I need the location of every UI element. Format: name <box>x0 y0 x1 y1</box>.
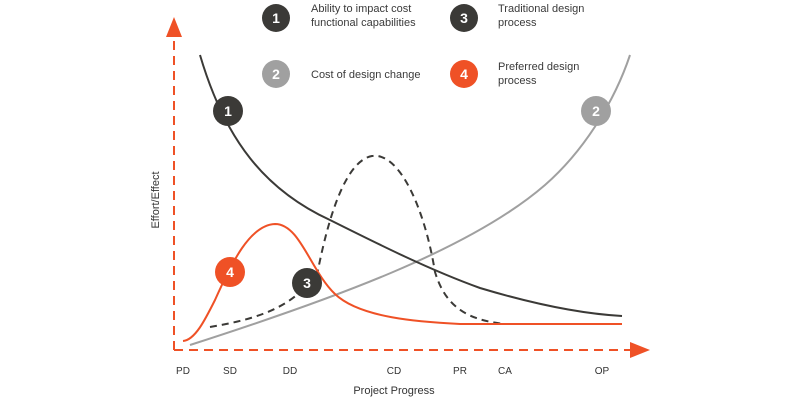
x-tick-dd: DD <box>283 366 297 377</box>
x-tick-cd: CD <box>387 366 401 377</box>
legend-item-3: 3 Traditional design process <box>450 3 584 32</box>
curve-badge-3: 3 <box>292 268 322 298</box>
legend-item-1: 1 Ability to impact cost functional capa… <box>262 3 416 32</box>
curve-4-preferred-design-process <box>182 222 622 342</box>
legend-label-line1: Preferred design <box>498 61 579 73</box>
axes <box>166 17 650 358</box>
badge-circle <box>581 96 611 126</box>
x-axis-arrow-icon <box>630 342 650 358</box>
legend-label-line2: functional capabilities <box>311 17 416 29</box>
legend-badge-2 <box>262 60 290 88</box>
legend: 1 Ability to impact cost functional capa… <box>262 3 584 88</box>
legend-badge-3 <box>450 4 478 32</box>
legend-badge-number: 2 <box>272 66 280 82</box>
x-tick-ca: CA <box>498 366 512 377</box>
x-tick-labels: PD SD DD CD PR CA OP <box>176 366 610 377</box>
legend-item-2: 2 Cost of design change <box>262 60 420 88</box>
curves <box>182 54 631 346</box>
badge-circle <box>215 257 245 287</box>
badge-circle <box>292 268 322 298</box>
curve-1-ability-to-impact-cost <box>199 54 623 317</box>
legend-item-4: 4 Preferred design process <box>450 60 579 88</box>
x-tick-pd: PD <box>176 366 190 377</box>
y-axis-arrow-icon <box>166 17 182 37</box>
legend-label-line2: process <box>498 75 537 87</box>
curve-badge-2: 2 <box>581 96 611 126</box>
legend-badge-1 <box>262 4 290 32</box>
legend-badge-number: 1 <box>272 10 280 26</box>
badge-number: 2 <box>592 103 600 119</box>
badge-number: 3 <box>303 275 311 291</box>
badge-circle <box>213 96 243 126</box>
x-tick-op: OP <box>595 366 610 377</box>
legend-badge-number: 4 <box>460 66 468 82</box>
legend-label-line1: Traditional design <box>498 3 584 15</box>
curve-badges: 1 2 3 4 <box>213 96 611 298</box>
x-tick-sd: SD <box>223 366 237 377</box>
badge-number: 4 <box>226 264 234 280</box>
legend-label-line2: process <box>498 17 537 29</box>
curve-badge-4: 4 <box>215 257 245 287</box>
legend-badge-number: 3 <box>460 10 468 26</box>
y-axis-label: Effort/Effect <box>150 171 162 228</box>
curve-2-cost-of-design-change <box>189 54 631 346</box>
x-axis-label: Project Progress <box>353 385 435 397</box>
legend-label-line1: Cost of design change <box>311 69 420 81</box>
legend-badge-4 <box>450 60 478 88</box>
legend-label-line1: Ability to impact cost <box>311 3 411 15</box>
curve-badge-1: 1 <box>213 96 243 126</box>
badge-number: 1 <box>224 103 232 119</box>
curve-3-traditional-design-process <box>209 154 620 328</box>
x-tick-pr: PR <box>453 366 467 377</box>
